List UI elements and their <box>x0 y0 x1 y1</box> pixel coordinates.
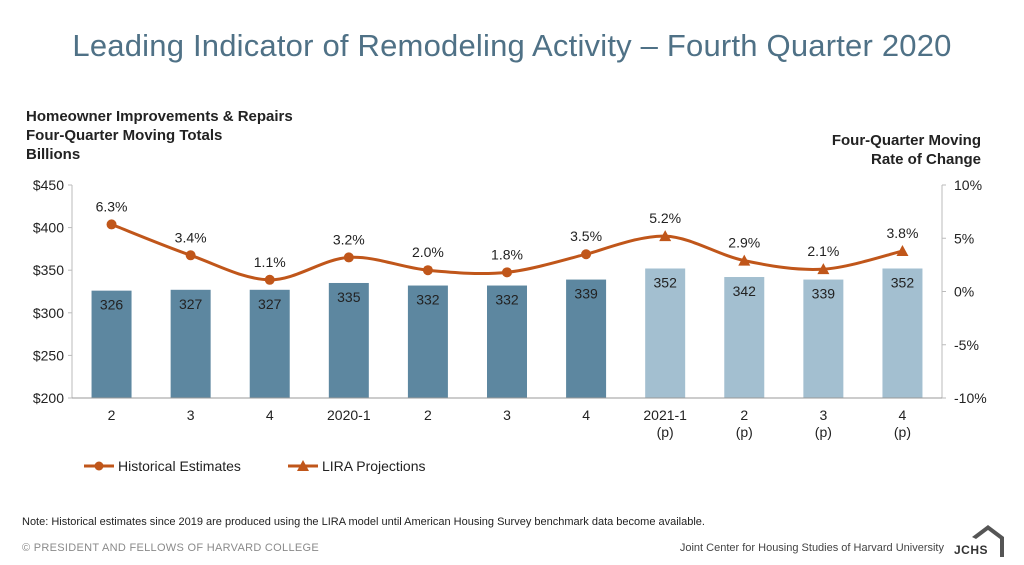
bar <box>91 290 132 398</box>
left-tick-label: $250 <box>33 347 64 363</box>
rate-label: 2.0% <box>412 244 444 260</box>
bar-value-label: 342 <box>733 283 757 299</box>
bar <box>566 279 607 398</box>
category-label: (p) <box>894 424 911 440</box>
bar-value-label: 339 <box>812 286 836 302</box>
projection-point <box>817 263 830 275</box>
bar <box>170 289 211 398</box>
left-tick-label: $200 <box>33 390 64 406</box>
historical-point <box>581 249 592 260</box>
rate-label: 6.3% <box>96 198 128 214</box>
left-tick-label: $450 <box>33 177 64 193</box>
category-label: 3 <box>187 407 195 423</box>
institution-name: Joint Center for Housing Studies of Harv… <box>679 542 944 554</box>
category-label: 4 <box>582 407 590 423</box>
bar <box>645 268 686 398</box>
category-label: (p) <box>657 424 674 440</box>
rate-label: 1.8% <box>491 246 523 262</box>
right-tick-label: -5% <box>954 337 979 353</box>
historical-point <box>185 250 196 261</box>
footnote: Note: Historical estimates since 2019 ar… <box>22 516 705 528</box>
bar <box>407 285 448 398</box>
left-tick-label: $300 <box>33 305 64 321</box>
projection-point <box>659 230 672 242</box>
right-axis-title-line: Four-Quarter Moving <box>831 132 981 149</box>
legend-label: LIRA Projections <box>322 458 426 474</box>
category-label: 2 <box>108 407 116 423</box>
bar <box>328 282 369 398</box>
category-label: 2 <box>740 407 748 423</box>
left-axis-title: Homeowner Improvements & Repairs Four-Qu… <box>26 107 293 164</box>
bar-value-label: 327 <box>258 296 282 312</box>
house-icon <box>972 525 1004 557</box>
left-tick-label: $400 <box>33 220 64 236</box>
right-tick-label: 10% <box>954 177 982 193</box>
rate-label: 2.1% <box>807 243 839 259</box>
rate-label: 3.2% <box>333 231 365 247</box>
historical-point <box>343 252 354 263</box>
chart-title: Leading Indicator of Remodeling Activity… <box>72 28 952 63</box>
category-label: 3 <box>503 407 511 423</box>
right-tick-label: 5% <box>954 230 974 246</box>
projection-point <box>896 245 909 257</box>
category-label: 4 <box>899 407 907 423</box>
bar-value-label: 335 <box>337 289 361 305</box>
historical-point <box>422 265 433 276</box>
category-label: 2020-1 <box>327 407 371 423</box>
bar-value-label: 352 <box>891 274 915 290</box>
legend-marker <box>94 461 104 471</box>
bar-value-label: 332 <box>416 292 440 308</box>
legend-marker <box>297 460 309 471</box>
chart-canvas: $200$250$300$350$400$450-10%-5%0%5%10%32… <box>33 177 987 474</box>
category-label: (p) <box>736 424 753 440</box>
bar <box>487 285 527 398</box>
rate-label: 3.5% <box>570 228 602 244</box>
right-tick-label: 0% <box>954 284 974 300</box>
bar-value-label: 339 <box>574 286 598 302</box>
bar <box>882 268 923 398</box>
historical-point <box>264 274 275 285</box>
rate-label: 5.2% <box>649 210 681 226</box>
left-tick-label: $350 <box>33 262 64 278</box>
right-tick-label: -10% <box>954 390 987 406</box>
category-label: 4 <box>266 407 274 423</box>
category-label: (p) <box>815 424 832 440</box>
category-label: 2 <box>424 407 432 423</box>
rate-label: 2.9% <box>728 235 760 251</box>
rate-label: 3.8% <box>886 225 918 241</box>
category-label: 3 <box>819 407 827 423</box>
category-label: 2021-1 <box>643 407 687 423</box>
logo-text: JCHS <box>954 543 989 557</box>
bar-value-label: 352 <box>654 274 678 290</box>
bar-value-label: 332 <box>495 292 519 308</box>
rate-label: 1.1% <box>254 254 286 270</box>
bar <box>803 279 844 398</box>
copyright: © PRESIDENT AND FELLOWS OF HARVARD COLLE… <box>22 542 319 554</box>
legend-label: Historical Estimates <box>118 458 241 474</box>
bar-value-label: 327 <box>179 296 203 312</box>
jchs-logo: JCHS <box>950 523 1004 557</box>
bar <box>249 289 290 398</box>
left-axis-title-line: Homeowner Improvements & Repairs <box>26 108 293 125</box>
rate-label: 3.4% <box>175 229 207 245</box>
historical-point <box>106 219 117 230</box>
bar <box>724 277 765 398</box>
bar-value-label: 326 <box>100 297 124 313</box>
projection-point <box>738 254 751 266</box>
right-axis-title-line: Rate of Change <box>870 151 981 168</box>
left-axis-title-line: Four-Quarter Moving Totals <box>26 127 223 144</box>
left-axis-title-line: Billions <box>26 146 81 163</box>
historical-point <box>502 267 512 278</box>
right-axis-title: Four-Quarter Moving Rate of Change <box>832 131 981 169</box>
